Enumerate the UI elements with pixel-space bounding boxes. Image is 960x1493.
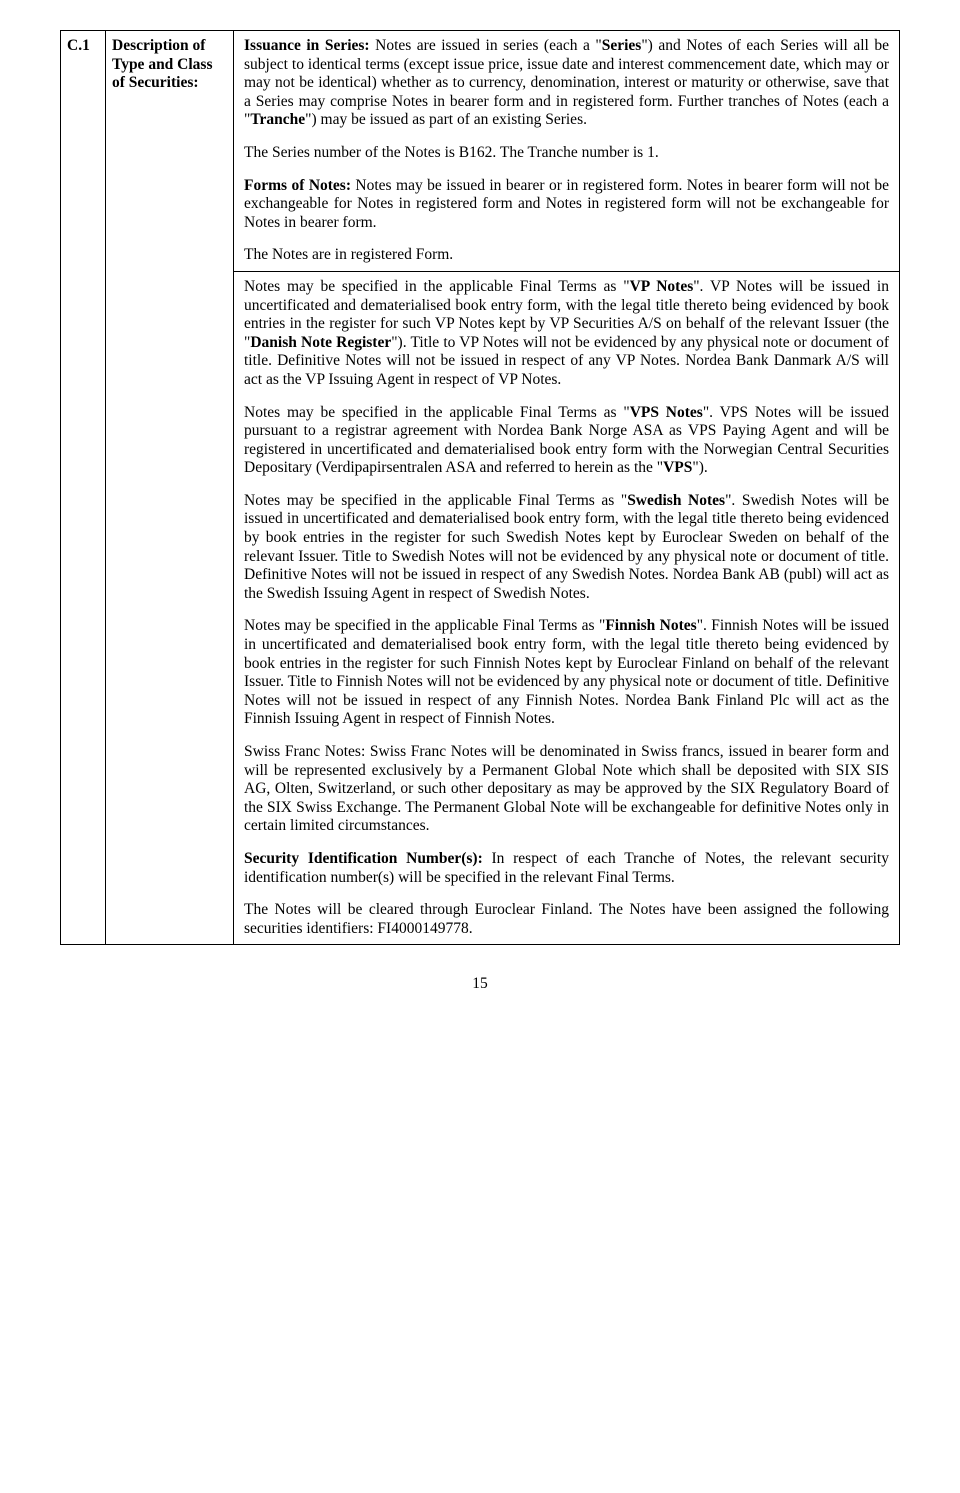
issuance-label: Issuance in Series: [244, 37, 370, 54]
issuance-series-para: Issuance in Series: Notes are issued in … [244, 37, 889, 130]
cell-bottom: Notes may be specified in the applicable… [234, 272, 899, 944]
security-id-label: Security Identification Number(s): [244, 850, 483, 867]
series-number-para: The Series number of the Notes is B162. … [244, 144, 889, 163]
forms-of-notes-para: Forms of Notes: Notes may be issued in b… [244, 177, 889, 233]
text: Notes may be specified in the applicable… [244, 404, 630, 421]
swiss-franc-para: Swiss Franc Notes: Swiss Franc Notes wil… [244, 743, 889, 836]
row-body: Issuance in Series: Notes are issued in … [234, 31, 899, 944]
securities-table: C.1 Description of Type and Class of Sec… [60, 30, 900, 945]
registered-form-para: The Notes are in registered Form. [244, 246, 889, 265]
vps-term: VPS [663, 459, 692, 476]
swedish-notes-term: Swedish Notes [627, 492, 725, 509]
finnish-notes-para: Notes may be specified in the applicable… [244, 617, 889, 729]
swedish-notes-para: Notes may be specified in the applicable… [244, 492, 889, 604]
text: Notes may be specified in the applicable… [244, 492, 627, 509]
forms-label: Forms of Notes: [244, 177, 351, 194]
text: ") may be issued as part of an existing … [305, 111, 587, 128]
vps-notes-para: Notes may be specified in the applicable… [244, 404, 889, 478]
page-number: 15 [60, 975, 900, 994]
danish-register-term: Danish Note Register [250, 334, 391, 351]
text: Notes may be specified in the applicable… [244, 617, 605, 634]
clearing-para: The Notes will be cleared through Eurocl… [244, 901, 889, 938]
row-label: Description of Type and Class of Securit… [106, 31, 234, 944]
security-id-para: Security Identification Number(s): In re… [244, 850, 889, 887]
text: Notes may be specified in the applicable… [244, 278, 630, 295]
vp-notes-term: VP Notes [630, 278, 694, 295]
finnish-notes-term: Finnish Notes [605, 617, 696, 634]
text: Notes are issued in series (each a " [370, 37, 602, 54]
vp-notes-para: Notes may be specified in the applicable… [244, 278, 889, 390]
row-code: C.1 [61, 31, 106, 944]
tranche-term: Tranche [250, 111, 305, 128]
series-term: Series [602, 37, 642, 54]
text: "). [692, 459, 707, 476]
cell-top: Issuance in Series: Notes are issued in … [234, 31, 899, 272]
vps-notes-term: VPS Notes [630, 404, 703, 421]
